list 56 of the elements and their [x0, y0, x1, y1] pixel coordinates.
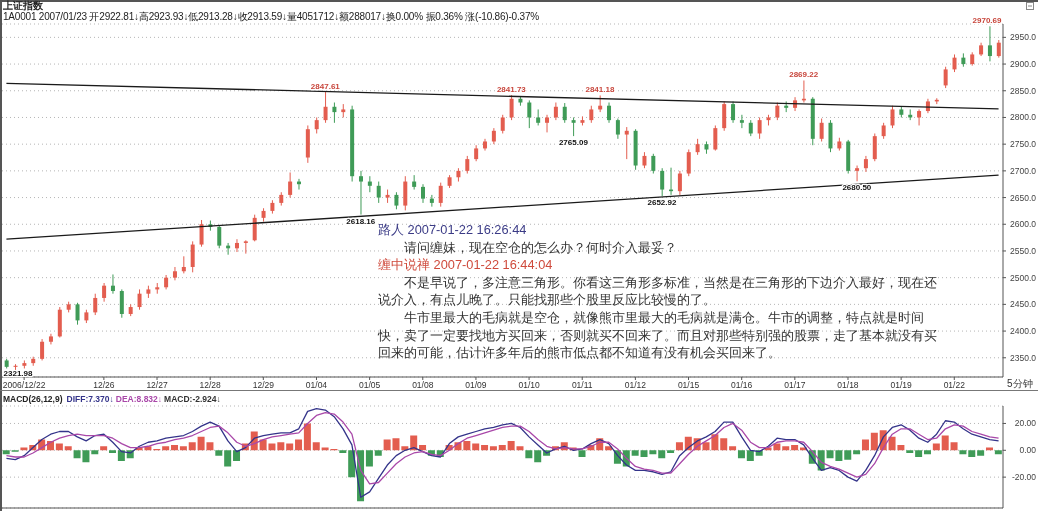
- x-tick-label: 01/12: [624, 379, 647, 390]
- annotation: 2847.61: [310, 82, 341, 92]
- chart-title: MACD(26,12,9): [3, 394, 63, 404]
- x-tick-label: 12/28: [199, 379, 222, 390]
- annotation: 2680.50: [842, 183, 872, 193]
- x-tick-label: 01/05: [358, 379, 381, 390]
- y-tick-label: 2500.0: [1010, 272, 1037, 283]
- annotation: 缠中说禅 2007-01-22 16:44:04: [378, 257, 553, 273]
- y-tick-label: 2400.0: [1010, 326, 1037, 337]
- chart-title: 上证指数: [3, 0, 43, 11]
- y-tick-label: 2800.0: [1010, 112, 1037, 123]
- annotation: 2652.92: [647, 198, 677, 207]
- x-tick-label: 01/08: [412, 379, 434, 390]
- x-tick-label: 2006/12/22: [2, 379, 46, 390]
- annotation: 2321.98: [3, 369, 34, 378]
- x-tick-label: 12/27: [146, 379, 168, 390]
- annotation: 2765.09: [558, 138, 589, 148]
- annotation: 2869.22: [789, 70, 819, 80]
- y-tick-label: 20.00: [1014, 418, 1037, 429]
- x-tick-label: 01/19: [890, 379, 913, 390]
- annotation: 2618.16: [346, 216, 376, 226]
- x-tick-label: 01/11: [571, 379, 593, 390]
- text: MACD:-2.924↓: [164, 394, 221, 404]
- x-tick-label: 01/17: [784, 379, 806, 390]
- x-axis-title: 5分钟: [1007, 378, 1033, 389]
- y-tick-label: 2850.0: [1010, 85, 1037, 96]
- y-tick-label: 2650.0: [1010, 192, 1037, 203]
- y-tick-label: 2750.0: [1010, 139, 1037, 150]
- y-tick-label: 2950.0: [1010, 32, 1037, 43]
- y-tick-label: -20.00: [1011, 472, 1037, 483]
- x-tick-label: 01/16: [731, 379, 753, 390]
- annotation: 不是早说了，多注意三角形。你看这三角形多标准，当然是在三角形的下边介入最好，现在还说介入，有点儿晚了。只能找那些个股里反应比较慢的了。: [378, 274, 937, 308]
- text: DIFF:7.370↓: [66, 394, 114, 404]
- y-tick-label: 2550.0: [1010, 245, 1037, 256]
- y-tick-label: 2450.0: [1010, 299, 1037, 310]
- x-tick-label: 01/09: [465, 379, 487, 390]
- annotation: 2841.18: [585, 85, 615, 95]
- annotation: 牛市里最大的毛病就是空仓，就像熊市里最大的毛病就是满仓。牛市的调整，特点就是时间快，卖了一定要找地方买回来，否则就买不回来了。而且对那些特别强的股票，走了基本就没有买回来的可能，估计许多年后的熊市低点都不知道有没有机会买回来了。: [378, 309, 937, 361]
- text: DEA:8.832↓: [115, 394, 163, 404]
- x-tick-label: 12/29: [252, 379, 275, 390]
- y-tick-label: 2700.0: [1010, 165, 1037, 176]
- x-tick-label: 01/15: [677, 379, 700, 390]
- x-tick-label: 01/04: [305, 379, 328, 390]
- annotation: 2970.69: [972, 16, 1003, 26]
- annotation: 请问缠妹，现在空仓的怎么办？何时介入最妥？: [403, 239, 677, 255]
- x-tick-label: 01/18: [837, 379, 859, 390]
- y-tick-label: 0.00: [1019, 445, 1037, 456]
- chart-subtitle: 1A0001 2007/01/23 开2922.81↓高2923.93↓低2913.28↓收2913.59↓量4051712↓额288017↓换0.00% 振0.36% 涨(-10.86)-0.37%: [3, 11, 539, 22]
- y-tick-label: 2600.0: [1010, 219, 1037, 230]
- x-tick-label: 12/26: [93, 379, 115, 390]
- annotation: 2841.73: [496, 85, 527, 95]
- y-tick-label: 2350.0: [1010, 352, 1037, 363]
- annotation: 路人 2007-01-22 16:26:44: [378, 222, 527, 237]
- x-tick-label: 01/10: [518, 379, 540, 390]
- x-tick-label: 01/22: [943, 379, 966, 390]
- y-tick-label: 2900.0: [1010, 59, 1037, 70]
